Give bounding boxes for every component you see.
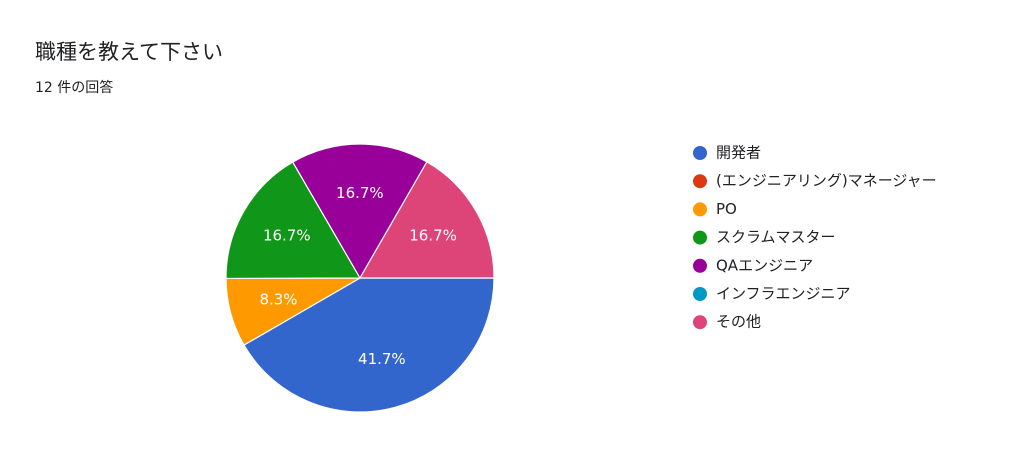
slice-label: 16.7%: [409, 226, 457, 244]
legend-swatch: [693, 258, 707, 273]
pie-slice: [358, 161, 495, 279]
slice-label: 16.7%: [336, 184, 384, 202]
legend-swatch: [693, 287, 707, 301]
legend-label: PO: [716, 200, 737, 218]
legend-label: 開発者: [716, 144, 761, 162]
chart-subtitle: 12 件の回答: [35, 79, 113, 96]
pie-slice: [291, 143, 428, 280]
legend-label: (エンジニアリング)マネージャー: [716, 172, 937, 190]
legend-swatch: [693, 146, 707, 160]
legend-swatch: [693, 315, 707, 330]
legend-swatch: [693, 230, 707, 245]
legend-label: インフラエンジニア: [716, 285, 851, 303]
pie-slice: [243, 277, 495, 413]
pie-slice: [225, 161, 362, 280]
legend-label: QAエンジニア: [716, 256, 813, 274]
legend-swatch: [693, 174, 707, 189]
slice-label: 16.7%: [263, 226, 311, 244]
legend-label: その他: [716, 313, 761, 331]
legend-swatch: [693, 202, 707, 217]
slice-label: 41.7%: [358, 350, 406, 368]
slice-label: 8.3%: [259, 290, 297, 308]
chart-title: 職種を教えて下さい: [35, 40, 223, 64]
legend-label: スクラムマスター: [716, 228, 836, 246]
